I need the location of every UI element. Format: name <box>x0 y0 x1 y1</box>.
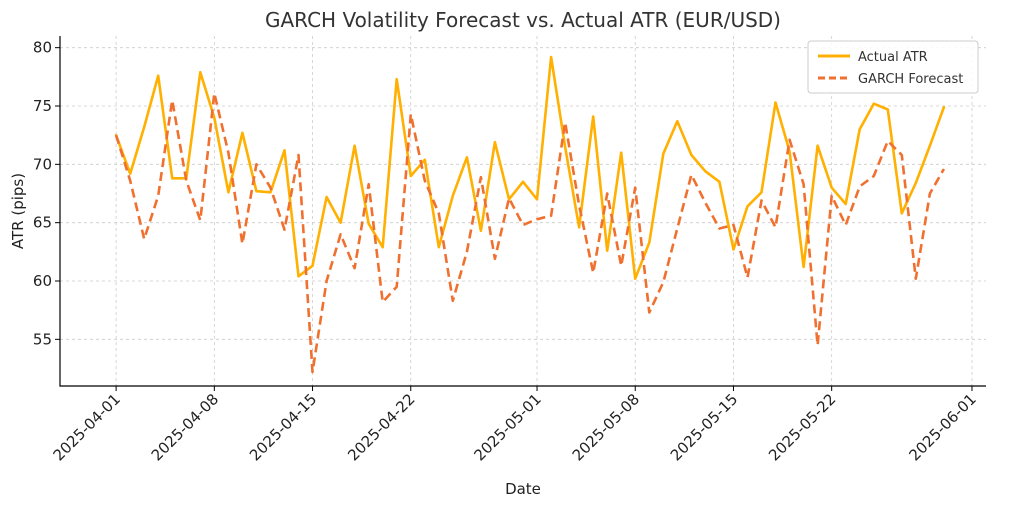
y-tick-label: 70 <box>33 155 52 173</box>
legend-box <box>807 40 979 94</box>
y-tick-label: 80 <box>33 39 52 57</box>
grid-lines <box>60 36 986 386</box>
x-tick-label: 2025-05-01 <box>470 390 544 464</box>
y-tick-label: 55 <box>33 330 52 348</box>
legend-label-actual-atr: Actual ATR <box>858 50 928 65</box>
x-tick-label: 2025-05-08 <box>569 390 643 464</box>
x-tick-label: 2025-04-08 <box>148 390 222 464</box>
y-tick-label: 75 <box>33 97 52 115</box>
legend: Actual ATR GARCH Forecast <box>807 40 979 94</box>
x-axis-label: Date <box>505 480 541 498</box>
legend-label-garch-forecast: GARCH Forecast <box>858 72 963 87</box>
series-layer <box>114 55 946 374</box>
y-axis: 55 60 65 70 75 80 <box>33 39 60 348</box>
x-tick-label: 2025-05-15 <box>667 390 741 464</box>
chart-title: GARCH Volatility Forecast vs. Actual ATR… <box>265 8 781 32</box>
plot-axes <box>59 36 986 387</box>
x-axis: 2025-04-01 2025-04-08 2025-04-15 2025-04-22… <box>50 386 980 464</box>
y-axis-label: ATR (pips) <box>9 173 27 249</box>
x-tick-label: 2025-05-22 <box>765 390 839 464</box>
x-tick-label: 2025-04-15 <box>246 390 320 464</box>
y-tick-label: 65 <box>33 214 52 232</box>
x-tick-label: 2025-06-01 <box>905 390 979 464</box>
x-tick-label: 2025-04-22 <box>344 390 418 464</box>
x-tick-label: 2025-04-01 <box>50 390 124 464</box>
series-line-garch-forecast <box>114 91 946 374</box>
y-tick-label: 60 <box>33 272 52 290</box>
